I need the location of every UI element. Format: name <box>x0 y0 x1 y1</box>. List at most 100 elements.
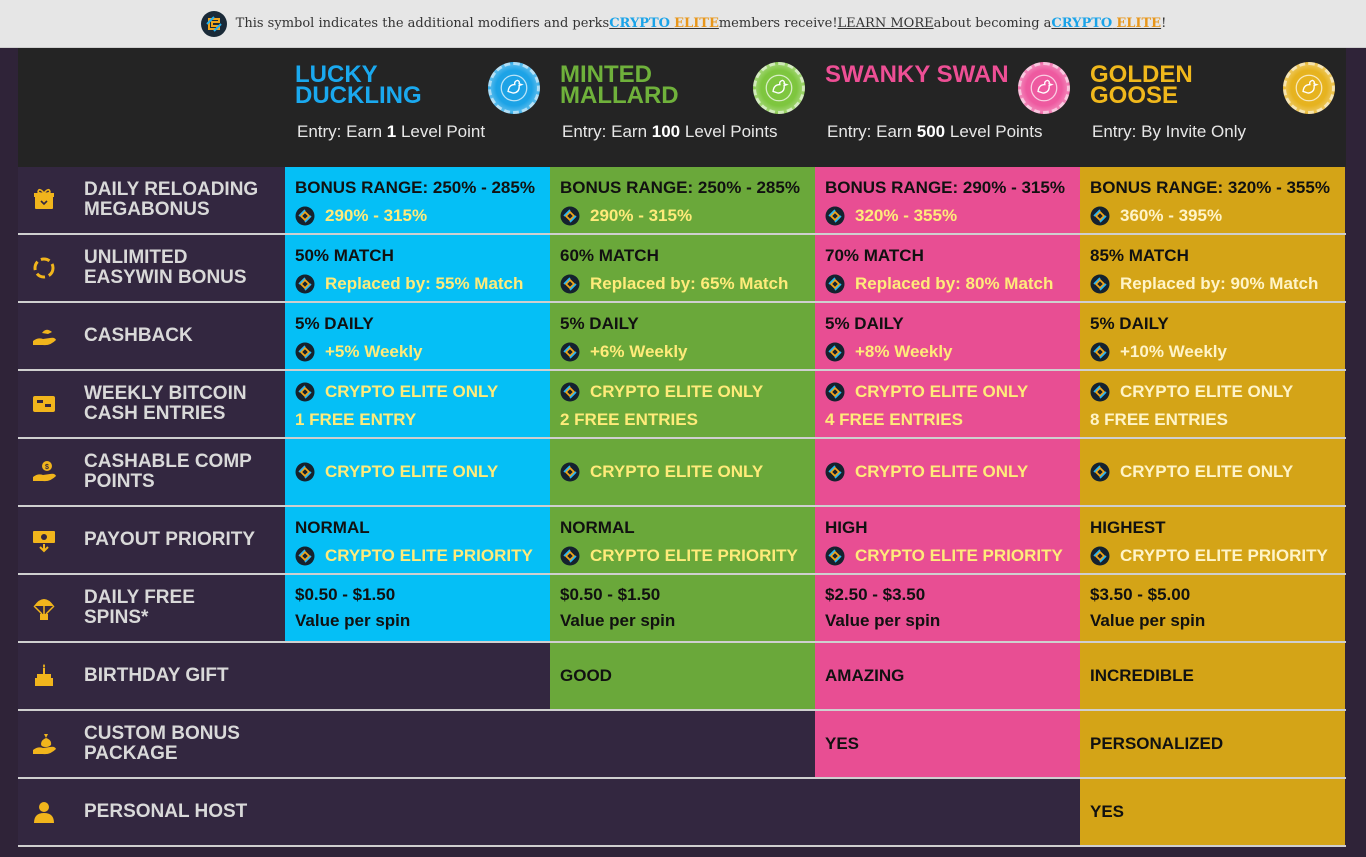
elite-perk: Replaced by: 90% Match <box>1090 270 1335 298</box>
cell-value: INCREDIBLE <box>1090 666 1194 685</box>
feature-label: DAILY FREE SPINS* <box>84 587 195 628</box>
elite-perk: Replaced by: 65% Match <box>560 270 805 298</box>
feature-label-cell: DAILY FREE SPINS* <box>18 575 285 641</box>
cash-out-icon <box>33 531 55 553</box>
tier-cell-lucky-duckling: 5% DAILY +5% Weekly <box>285 303 550 369</box>
tier-cell-lucky-duckling: NORMAL CRYPTO ELITE PRIORITY <box>285 507 550 573</box>
elite-perk-text: 290% - 315% <box>590 206 693 225</box>
banner-text-3: about becoming a <box>933 16 1052 31</box>
elite-perk: CRYPTO ELITE ONLY <box>560 458 763 486</box>
tier-entry: Entry: Earn 100 Level Points <box>562 122 777 142</box>
elite-perk-text: Replaced by: 80% Match <box>855 274 1054 293</box>
bird-medal-icon <box>1295 74 1323 102</box>
tier-cell-minted-mallard: CRYPTO ELITE ONLY <box>550 439 815 505</box>
tier-cell-golden-goose: 5% DAILY +10% Weekly <box>1080 303 1345 369</box>
crypto-elite-icon <box>295 382 315 402</box>
crypto-elite-icon <box>825 206 845 226</box>
elite-perk: +6% Weekly <box>560 338 805 366</box>
tier-cell-golden-goose: YES <box>1080 779 1345 845</box>
cell-subtext: Value per spin <box>560 611 676 630</box>
tier-cell-swanky-swan: $2.50 - $3.50 Value per spin <box>815 575 1080 641</box>
cell-value: BONUS RANGE: 250% - 285% <box>295 178 535 197</box>
tier-cell-lucky-duckling: $0.50 - $1.50 Value per spin <box>285 575 550 641</box>
elite-perk-text: Replaced by: 65% Match <box>590 274 789 293</box>
tier-entry: Entry: Earn 1 Level Point <box>297 122 485 142</box>
tier-cell-golden-goose: CRYPTO ELITE ONLY <box>1080 439 1345 505</box>
tier-cell-swanky-swan: AMAZING <box>815 643 1080 709</box>
crypto-elite-banner: This symbol indicates the additional mod… <box>0 0 1366 48</box>
crypto-elite-icon <box>560 342 580 362</box>
elite-perk-text: Replaced by: 55% Match <box>325 274 524 293</box>
entry-prefix: Entry: Earn <box>562 122 652 141</box>
elite-perk-text: CRYPTO ELITE PRIORITY <box>855 546 1063 565</box>
elite-perk: CRYPTO ELITE PRIORITY <box>560 542 805 570</box>
entry-points: 1 <box>386 122 397 141</box>
elite-perk: 320% - 355% <box>825 202 1070 230</box>
feature-label-cell: DAILY RELOADING MEGABONUS <box>18 167 285 233</box>
banner-end: ! <box>1161 16 1167 31</box>
tier-cell-swanky-swan: 70% MATCH Replaced by: 80% Match <box>815 235 1080 301</box>
banner-text-2: members receive! <box>718 16 838 31</box>
feature-row: CUSTOM BONUS PACKAGE YES PERSONALIZED <box>18 711 1346 779</box>
banner-crypto-elite-link-1[interactable]: CRYPTO ELITE <box>609 16 719 31</box>
elite-entries: 4 FREE ENTRIES <box>825 410 963 429</box>
cell-value: $0.50 - $1.50 <box>295 585 396 604</box>
crypto-elite-icon <box>560 462 580 482</box>
svg-text:$: $ <box>45 464 49 471</box>
elite-entries: 1 FREE ENTRY <box>295 410 417 429</box>
elite-perk: 290% - 315% <box>295 202 540 230</box>
elite-perk-text: +8% Weekly <box>855 342 953 361</box>
feature-label: CASHABLE COMP POINTS <box>84 451 252 492</box>
banner-crypto-elite-link-2[interactable]: CRYPTO ELITE <box>1051 16 1162 31</box>
elite-perk-text: 320% - 355% <box>855 206 958 225</box>
tier-header-lucky-duckling: LUCKY DUCKLING Entry: Earn 1 Level Point <box>285 48 550 167</box>
feature-row: PERSONAL HOST YES <box>18 779 1346 847</box>
tier-cell-lucky-duckling <box>285 779 550 845</box>
cell-subtext: Value per spin <box>825 611 941 630</box>
crypto-elite-icon <box>1090 342 1110 362</box>
refresh-circle-icon <box>33 257 55 279</box>
tier-cell-lucky-duckling: 50% MATCH Replaced by: 55% Match <box>285 235 550 301</box>
tier-cell-lucky-duckling: CRYPTO ELITE ONLY 1 FREE ENTRY <box>285 371 550 437</box>
elite-perk-text: Replaced by: 90% Match <box>1120 274 1319 293</box>
entry-prefix: Entry: By Invite Only <box>1092 122 1246 141</box>
elite-perk: +10% Weekly <box>1090 338 1335 366</box>
feature-label-cell: UNLIMITED EASYWIN BONUS <box>18 235 285 301</box>
elite-perk-text: 360% - 395% <box>1120 206 1223 225</box>
entry-suffix: Level Points <box>945 122 1043 141</box>
elite-perk: +5% Weekly <box>295 338 540 366</box>
cell-value: 70% MATCH <box>825 246 924 265</box>
vip-tier-table: LUCKY DUCKLING Entry: Earn 1 Level Point M… <box>18 48 1346 857</box>
learn-more-link[interactable]: LEARN MORE <box>837 16 934 31</box>
tier-medal-icon <box>1283 62 1335 114</box>
bird-medal-icon <box>500 74 528 102</box>
elite-perk-text: CRYPTO ELITE ONLY <box>590 462 764 481</box>
tier-header-minted-mallard: MINTED MALLARD Entry: Earn 100 Level Poin… <box>550 48 815 167</box>
entry-prefix: Entry: Earn <box>827 122 917 141</box>
elite-perk: Replaced by: 80% Match <box>825 270 1070 298</box>
crypto-elite-icon <box>560 382 580 402</box>
elite-perk-text: +6% Weekly <box>590 342 688 361</box>
tier-cell-lucky-duckling <box>285 643 550 709</box>
crypto-elite-icon <box>560 206 580 226</box>
tier-cell-swanky-swan: CRYPTO ELITE ONLY <box>815 439 1080 505</box>
tier-cell-minted-mallard: CRYPTO ELITE ONLY 2 FREE ENTRIES <box>550 371 815 437</box>
feature-label-cell: CUSTOM BONUS PACKAGE <box>18 711 285 777</box>
tier-cell-swanky-swan: YES <box>815 711 1080 777</box>
elite-perk: CRYPTO ELITE PRIORITY <box>1090 542 1335 570</box>
cell-value: HIGH <box>825 518 868 537</box>
crypto-elite-icon <box>825 382 845 402</box>
tier-entry: Entry: Earn 500 Level Points <box>827 122 1042 142</box>
elite-perk: CRYPTO ELITE ONLY <box>295 378 540 406</box>
tier-cell-golden-goose: 85% MATCH Replaced by: 90% Match <box>1080 235 1345 301</box>
cake-icon <box>35 664 53 686</box>
cell-value: 5% DAILY <box>1090 314 1169 333</box>
entry-points: 500 <box>916 122 946 141</box>
person-icon <box>34 802 54 823</box>
crypto-elite-icon <box>1090 462 1110 482</box>
feature-row: UNLIMITED EASYWIN BONUS 50% MATCH Replaced… <box>18 235 1346 303</box>
tier-name: MINTED MALLARD <box>560 61 679 109</box>
tier-cell-golden-goose: INCREDIBLE <box>1080 643 1345 709</box>
cell-value: 5% DAILY <box>560 314 639 333</box>
cell-value: 5% DAILY <box>295 314 374 333</box>
